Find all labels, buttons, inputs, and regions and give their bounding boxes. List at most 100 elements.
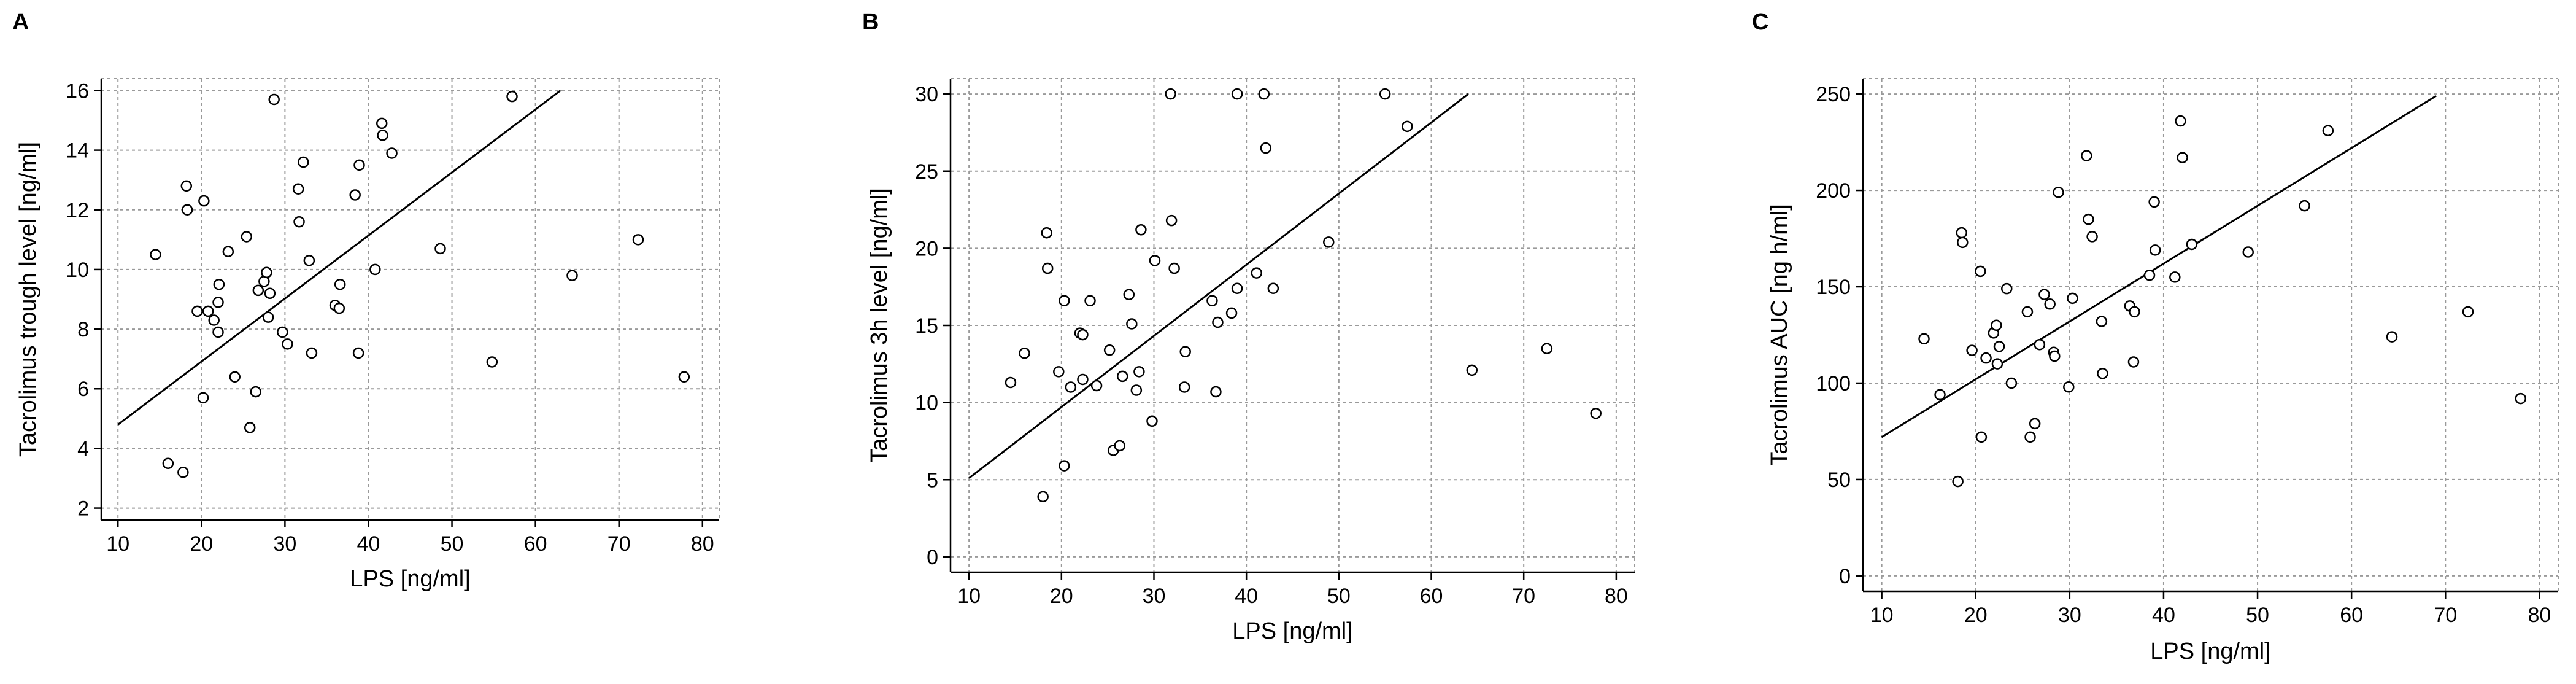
data-point: [1952, 475, 1964, 488]
data-point: [191, 305, 203, 317]
data-point: [1130, 384, 1143, 396]
data-point: [2127, 356, 2140, 368]
chart-panel-b: B 10 20 30 40 50 60 70 80 0 5 10 15 20 25 30 LPS [ng/ml]…: [862, 9, 1635, 644]
x-tick-label: 10: [957, 585, 981, 608]
data-point: [261, 266, 272, 279]
data-point: [2242, 246, 2254, 258]
data-point: [349, 189, 361, 201]
y-tick-label: 2: [77, 497, 89, 521]
data-point: [229, 371, 241, 383]
data-point: [2081, 150, 2092, 161]
data-point: [386, 147, 398, 159]
y-tick-label: 16: [66, 79, 89, 103]
y-tick-label: 30: [915, 83, 938, 106]
y-tick-label: 0: [927, 546, 938, 569]
data-point: [2053, 186, 2064, 198]
y-tick-label: 50: [1827, 468, 1851, 492]
y-tick-label: 15: [915, 314, 938, 338]
data-point: [241, 231, 253, 243]
data-point: [2515, 392, 2527, 405]
data-point: [506, 90, 518, 103]
data-point: [352, 347, 364, 359]
data-point: [2067, 292, 2078, 305]
x-tick-label: 20: [190, 532, 213, 556]
data-point: [244, 422, 256, 433]
x-tick-label: 70: [2434, 604, 2457, 627]
data-point: [1037, 491, 1049, 503]
data-point: [2049, 350, 2061, 362]
data-point: [678, 371, 690, 383]
data-point: [2186, 238, 2198, 251]
data-point: [180, 180, 193, 192]
data-point: [2063, 381, 2075, 393]
data-point: [198, 195, 210, 207]
data-point: [376, 117, 388, 130]
data-point: [213, 278, 225, 290]
data-point: [1149, 255, 1161, 266]
data-point: [298, 156, 309, 168]
data-point: [1077, 328, 1089, 341]
data-point: [1323, 236, 1335, 248]
x-tick-label: 70: [607, 532, 631, 556]
panel-label: B: [862, 9, 879, 35]
data-point: [1231, 88, 1243, 100]
data-point: [1135, 223, 1147, 236]
regression-line: [1881, 95, 2437, 438]
chart-panel-a: A 10 20 30 40 50 60 70 80 2 4 6 8 10 12 14 16 LPS [ng/ml]…: [12, 9, 720, 592]
data-point: [1975, 431, 1988, 443]
data-point: [208, 314, 220, 326]
panel-label: C: [1752, 9, 1768, 35]
data-point: [1065, 381, 1077, 393]
data-point: [2322, 125, 2334, 137]
data-point: [1126, 318, 1138, 330]
data-point: [1993, 341, 2005, 352]
y-tick-label: 6: [77, 378, 89, 401]
data-point: [1590, 407, 1602, 419]
data-point: [1084, 295, 1096, 307]
data-point: [1212, 316, 1224, 328]
y-tick-label: 10: [915, 392, 938, 415]
x-tick-label: 80: [2528, 604, 2551, 627]
x-tick-label: 60: [2340, 604, 2363, 627]
data-point: [1059, 460, 1070, 472]
data-point: [1179, 346, 1191, 357]
data-point: [1117, 370, 1128, 383]
x-tick-label: 50: [2246, 604, 2269, 627]
data-point: [1991, 319, 2002, 332]
data-point: [1123, 289, 1135, 300]
chart-panel-c: C 10 20 30 40 50 60 70 80 0 50 100 150 200 250 LPS [ng/…: [1752, 9, 2559, 664]
data-point: [2169, 271, 2181, 283]
data-point: [262, 311, 274, 323]
data-point: [1165, 88, 1176, 100]
y-axis-title: Tacrolimus AUC [ng h/ml]: [1767, 204, 1792, 466]
data-point: [212, 326, 224, 338]
y-axis-title: Tacrolimus 3h level [ng/ml]: [866, 188, 892, 463]
data-point: [2044, 298, 2056, 310]
data-point: [1178, 381, 1190, 393]
data-point: [1059, 295, 1070, 307]
data-point: [264, 287, 276, 300]
data-point: [1991, 358, 2003, 370]
x-tick-label: 50: [1327, 585, 1351, 608]
data-point: [1966, 344, 1978, 356]
y-tick-label: 0: [1839, 565, 1851, 588]
data-point: [177, 467, 189, 478]
data-point: [1168, 262, 1180, 274]
regression-line: [117, 90, 561, 426]
data-point: [377, 130, 388, 141]
data-point: [268, 93, 280, 106]
x-axis-title: LPS [ng/ml]: [2150, 639, 2270, 664]
data-point: [1019, 347, 1030, 359]
data-point: [1225, 307, 1238, 319]
data-point: [1466, 364, 1478, 376]
x-axis-title: LPS [ng/ml]: [1232, 618, 1352, 644]
data-point: [202, 305, 214, 317]
data-point: [2086, 231, 2098, 243]
data-point: [1133, 366, 1145, 378]
data-point: [292, 183, 304, 195]
data-point: [252, 284, 264, 297]
x-axis-title: LPS [ng/ml]: [350, 566, 470, 592]
data-point: [2096, 316, 2108, 327]
data-point: [1975, 265, 1986, 278]
y-tick-label: 10: [66, 258, 89, 282]
